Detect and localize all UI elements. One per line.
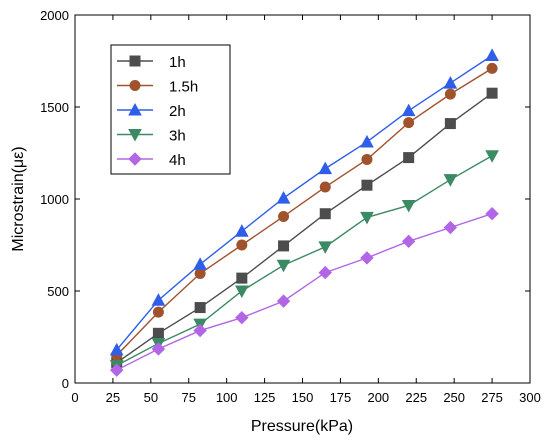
y-tick-label: 2000 [40, 8, 69, 23]
series-0 [111, 87, 498, 369]
x-tick-label: 100 [216, 390, 238, 405]
x-tick-label: 200 [367, 390, 389, 405]
x-tick-label: 50 [144, 390, 158, 405]
data-point [485, 207, 499, 221]
data-point [319, 181, 331, 193]
x-tick-label: 275 [481, 390, 503, 405]
x-tick-label: 225 [405, 390, 427, 405]
series-line [116, 92, 493, 364]
legend: 1h 1.5h 2h 3h 4h [110, 44, 231, 175]
data-point [361, 179, 373, 191]
data-point [401, 103, 416, 117]
data-point [319, 208, 331, 220]
x-tick-label: 175 [330, 390, 352, 405]
data-point [401, 234, 416, 249]
x-tick-label: 300 [519, 390, 541, 405]
data-point [443, 76, 458, 89]
x-tick-label: 250 [443, 390, 465, 405]
legend-item: 4h [117, 152, 186, 169]
legend-marker [129, 80, 141, 91]
legend-marker [128, 102, 142, 116]
legend-item: 1.5h [117, 79, 198, 96]
y-tick-label: 1500 [40, 100, 69, 115]
data-point [109, 342, 124, 356]
data-point [110, 363, 124, 377]
y-axis-title: Microstrain(με) [10, 146, 27, 251]
axis-ticks: 0 25 50 75 100 125 150 175 200 225 250 275 300 0 500 10… [40, 8, 541, 405]
data-point [236, 239, 248, 251]
legend-marker [128, 152, 142, 166]
series-layer [109, 48, 499, 377]
data-point [486, 62, 498, 74]
series-line [116, 54, 493, 351]
data-point [194, 302, 206, 314]
series-line [116, 67, 493, 356]
data-point [276, 294, 291, 308]
data-point [403, 152, 415, 164]
data-point [234, 224, 249, 237]
data-point [485, 150, 499, 163]
data-point [401, 199, 416, 213]
x-tick-label: 150 [292, 390, 314, 405]
x-tick-label: 75 [182, 390, 196, 405]
x-tick-label: 25 [106, 390, 120, 405]
data-point [360, 211, 374, 225]
legend-marker [129, 55, 141, 67]
data-point [152, 327, 164, 339]
data-point [361, 153, 373, 165]
data-point [276, 191, 291, 204]
legend-label: 4h [169, 152, 186, 169]
data-point [234, 285, 249, 299]
data-point [486, 87, 498, 99]
data-point [236, 272, 248, 284]
series-3 [109, 150, 499, 373]
data-point [278, 240, 290, 252]
data-point [193, 323, 207, 338]
data-point [278, 210, 290, 222]
legend-label: 1.5h [169, 79, 198, 96]
legend-item: 1h [117, 54, 186, 71]
data-point [403, 117, 415, 129]
y-tick-label: 500 [47, 284, 69, 299]
data-point [444, 88, 456, 100]
data-point [443, 220, 458, 235]
data-point [444, 118, 456, 130]
series-4 [110, 207, 499, 377]
data-point [151, 342, 166, 356]
data-point [318, 161, 333, 175]
data-point [193, 257, 207, 270]
data-point [360, 134, 374, 148]
data-point [235, 310, 249, 325]
legend-label: 2h [169, 103, 186, 120]
legend-item: 2h [117, 102, 186, 120]
legend-marker [128, 129, 142, 142]
data-point [318, 265, 332, 280]
legend-label: 1h [169, 54, 186, 71]
data-point [276, 259, 291, 273]
y-tick-label: 1000 [40, 192, 69, 207]
data-point [151, 293, 166, 306]
x-tick-label: 0 [71, 390, 78, 405]
legend-label: 3h [169, 128, 186, 145]
data-point [318, 241, 333, 254]
series-line [116, 155, 493, 367]
data-point [194, 268, 206, 280]
series-2 [109, 48, 499, 356]
data-point [152, 306, 164, 318]
data-point [360, 251, 374, 265]
data-point [485, 48, 499, 61]
legend-item: 3h [117, 128, 186, 145]
data-point [443, 174, 458, 187]
x-tick-label: 125 [254, 390, 276, 405]
series-line [116, 213, 493, 371]
y-tick-label: 0 [62, 376, 69, 391]
x-axis-title: Pressure(kPa) [251, 418, 353, 435]
